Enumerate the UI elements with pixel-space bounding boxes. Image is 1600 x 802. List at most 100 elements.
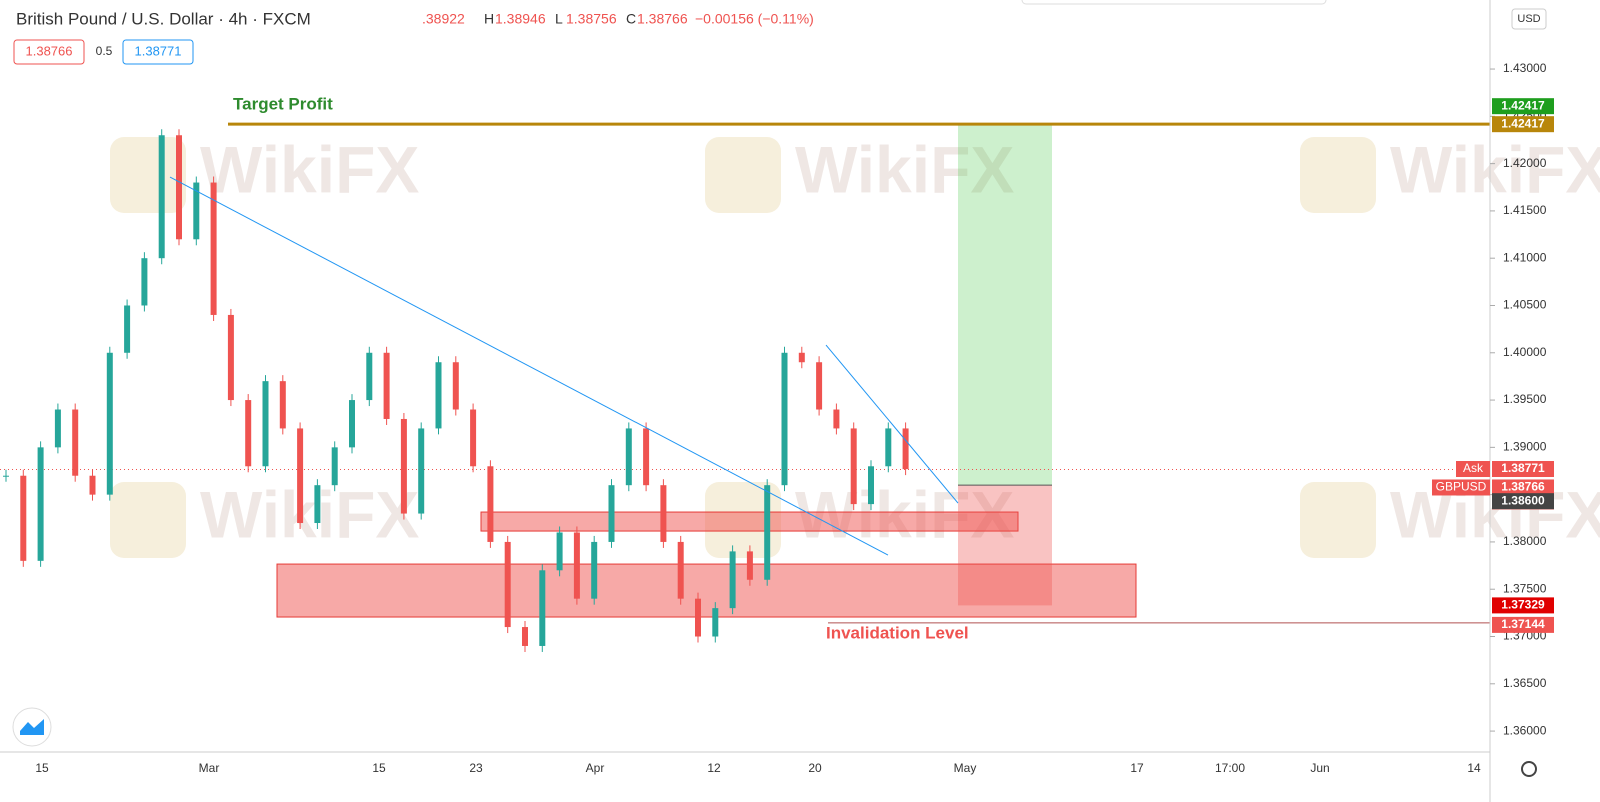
- candle: [868, 466, 874, 505]
- buy-box[interactable]: [122, 39, 194, 65]
- candle: [279, 381, 286, 429]
- candle: [522, 627, 528, 646]
- support-zone: [276, 563, 1137, 618]
- candle: [400, 418, 407, 514]
- candle: [695, 598, 701, 637]
- caption-box: [1456, 461, 1490, 478]
- watermark: WikiFX: [795, 132, 1014, 206]
- price-tag: [1492, 98, 1554, 115]
- y-tick-label: 1.43000: [1503, 61, 1547, 75]
- candle: [764, 485, 771, 580]
- candle: [487, 466, 494, 542]
- logo-icon: [20, 719, 44, 735]
- x-tick-label: 17:00: [1215, 761, 1245, 775]
- target-label: Target Profit: [233, 95, 333, 114]
- candle: [470, 409, 477, 467]
- candle: [176, 135, 182, 240]
- candle: [3, 475, 9, 477]
- candle: [193, 182, 200, 240]
- price-tag-label: 1.38600: [1501, 493, 1545, 507]
- candle: [20, 475, 27, 561]
- y-tick-label: 1.37500: [1503, 581, 1547, 595]
- invalidation-label: Invalidation Level: [826, 623, 969, 642]
- candle: [141, 258, 148, 306]
- currency-box[interactable]: [1511, 8, 1547, 30]
- ohlc-key: H: [484, 11, 494, 27]
- y-tick-label: 1.41500: [1503, 203, 1547, 217]
- candle: [746, 551, 753, 580]
- open-value: .38922: [422, 11, 465, 27]
- watermark-logo: [705, 137, 781, 213]
- x-tick-label: 20: [808, 761, 822, 775]
- watermark-logo: [110, 137, 186, 213]
- caption: Ask: [1463, 461, 1484, 475]
- x-tick-label: May: [954, 761, 977, 775]
- candle: [331, 447, 338, 486]
- candle: [37, 447, 44, 561]
- y-tick-label: 1.40500: [1503, 298, 1547, 312]
- candle: [591, 541, 598, 599]
- x-tick-label: Mar: [199, 761, 220, 775]
- candle: [643, 428, 650, 486]
- x-tick-label: Jun: [1310, 761, 1329, 775]
- ohlc-value: 1.38946: [495, 11, 546, 27]
- watermark: WikiFX: [200, 132, 419, 206]
- popup-edge: [1021, 0, 1327, 5]
- y-tick-label: 1.41000: [1503, 250, 1547, 264]
- price-tag: [1492, 493, 1554, 510]
- candle: [729, 551, 736, 609]
- candle: [124, 305, 131, 353]
- profit-zone: [958, 124, 1052, 486]
- currency[interactable]: USD: [1517, 13, 1540, 25]
- price-tag: [1492, 461, 1554, 478]
- candle: [106, 352, 113, 495]
- y-tick-label: 1.40000: [1503, 345, 1547, 359]
- price-tag-label: 1.42417: [1501, 98, 1545, 112]
- candle: [573, 532, 580, 599]
- buy-price[interactable]: 1.38771: [135, 43, 182, 58]
- y-tick-label: 1.39500: [1503, 392, 1547, 406]
- x-tick-label: 23: [469, 761, 483, 775]
- watermark-logo: [1300, 482, 1376, 558]
- y-tick-label: 1.38000: [1503, 534, 1547, 548]
- candle: [262, 381, 269, 467]
- price-tag-label: 1.37144: [1501, 617, 1545, 631]
- candle: [677, 541, 684, 599]
- candle: [349, 400, 355, 448]
- candle: [833, 409, 840, 429]
- candle: [816, 362, 823, 410]
- ohlc-value: 1.38756: [566, 11, 617, 27]
- price-tag-label: 1.37329: [1501, 598, 1545, 612]
- candle: [781, 352, 788, 486]
- x-tick-label: Apr: [586, 761, 605, 775]
- candle: [902, 428, 909, 470]
- ohlc-value: 1.38766: [637, 11, 688, 27]
- candle: [504, 541, 511, 628]
- y-tick-label: 1.36500: [1503, 676, 1547, 690]
- candle: [54, 409, 61, 448]
- candle: [297, 428, 304, 524]
- change: −0.00156 (−0.11%): [695, 11, 814, 27]
- candle: [314, 485, 321, 524]
- settings-icon[interactable]: [1521, 761, 1537, 777]
- caption-box: [1432, 479, 1490, 496]
- candle: [72, 409, 79, 476]
- x-tick-label: 14: [1467, 761, 1481, 775]
- ohlc-key: C: [626, 11, 636, 27]
- candle: [210, 182, 217, 315]
- price-tag: [1492, 116, 1554, 133]
- ohlc-key: L: [555, 11, 563, 27]
- candle: [89, 475, 96, 495]
- candle: [383, 352, 390, 419]
- trendline: [825, 344, 959, 504]
- sell-price[interactable]: 1.38766: [26, 43, 73, 58]
- y-tick-label: 1.42000: [1503, 156, 1547, 170]
- price-tag: [1492, 597, 1554, 614]
- support-zone: [480, 511, 1019, 532]
- sell-box[interactable]: [13, 39, 85, 65]
- candle: [418, 428, 425, 514]
- candle: [366, 352, 373, 401]
- y-tick-label: 1.36000: [1503, 723, 1547, 737]
